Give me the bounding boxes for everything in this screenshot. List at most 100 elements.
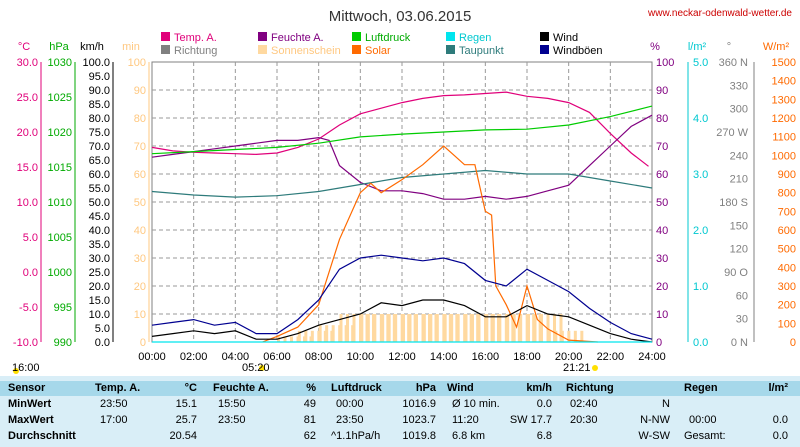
- x-tick-label: 14:00: [430, 351, 458, 363]
- min-tick-label: 40: [134, 225, 146, 237]
- temp-tick-label: 0.0: [23, 267, 38, 279]
- press-value: 1016.9: [402, 398, 436, 410]
- dir-value: N: [662, 398, 670, 410]
- rain-value: 0.0: [772, 430, 788, 442]
- temp-tick-label: 5.0: [23, 232, 38, 244]
- min-tick-label: 0: [140, 337, 146, 349]
- wm2-tick-label: 900: [778, 169, 796, 181]
- sunshine-bar: [402, 314, 405, 342]
- min-tick-label: 60: [134, 169, 146, 181]
- unit-lm2: l/m²: [688, 41, 707, 53]
- chart-title: Mittwoch, 03.06.2015: [329, 8, 472, 25]
- sunshine-bar: [506, 314, 510, 342]
- x-tick-label: 24:00: [638, 351, 666, 363]
- wm2-tick-label: 1100: [772, 132, 796, 144]
- x-tick-label: 04:00: [222, 351, 250, 363]
- min-tick-label: 20: [134, 281, 146, 293]
- hpa-tick-label: 1010: [48, 197, 72, 209]
- site-link[interactable]: www.neckar-odenwald-wetter.de: [647, 8, 792, 19]
- deg-tick-label: 150: [730, 220, 748, 232]
- weather-chart: 30.025.020.015.010.05.00.0-5.0-10.010301…: [12, 8, 796, 374]
- series-line-windb-en: [151, 254, 653, 340]
- pct-tick-label: 50: [656, 197, 668, 209]
- stats-row-avg: Durchschnitt 20.54 62 ^1.1hPa/h 1019.8 6…: [0, 429, 800, 444]
- legend-luftdruck: Luftdruck: [365, 32, 411, 44]
- sunshine-bar: [290, 336, 293, 342]
- hum-value: 81: [303, 414, 316, 426]
- kmh-tick-label: 45.0: [89, 211, 110, 223]
- kmh-tick-label: 90.0: [89, 85, 110, 97]
- legend-swatch-solar: [352, 45, 361, 54]
- wm2-tick-label: 1300: [772, 94, 796, 106]
- sunrise-label: 05:20: [242, 362, 270, 374]
- temp-value: 15.1: [175, 398, 197, 410]
- deg-tick-label: 0 N: [731, 337, 748, 349]
- sunshine-bar: [519, 314, 523, 342]
- daylight-label: 16:00: [12, 362, 40, 374]
- kmh-tick-label: 100.0: [82, 57, 110, 69]
- sunshine-bars: [277, 314, 584, 342]
- kmh-tick-label: 30.0: [89, 253, 110, 265]
- temp-tick-label: -10.0: [13, 337, 38, 349]
- row-label: MaxWert: [8, 414, 54, 426]
- deg-tick-label: 330: [730, 80, 748, 92]
- min-tick-label: 90: [134, 85, 146, 97]
- temp-value: 25.7: [175, 414, 197, 426]
- sunshine-bar: [553, 314, 556, 342]
- legend-wind: Wind: [553, 32, 578, 44]
- kmh-tick-label: 55.0: [89, 183, 110, 195]
- sunshine-bar: [456, 314, 460, 342]
- series-line-solar: [262, 145, 598, 343]
- series-line-taupunkt: [151, 169, 653, 198]
- kmh-tick-label: 85.0: [89, 99, 110, 111]
- kmh-tick-label: 20.0: [89, 281, 110, 293]
- sunshine-bar: [491, 314, 495, 342]
- kmh-tick-label: 70.0: [89, 141, 110, 153]
- row-label: MinWert: [8, 398, 52, 410]
- deg-tick-label: 120: [730, 244, 748, 256]
- press-time: ^1.1hPa/h: [331, 430, 381, 442]
- series-line-wind: [151, 299, 653, 343]
- rain-tick-label: 0.0: [693, 337, 708, 349]
- sunshine-bar: [547, 330, 551, 342]
- header-temp: Temp. A.: [95, 382, 141, 394]
- hpa-tick-label: 1030: [48, 57, 72, 69]
- kmh-tick-label: 10.0: [89, 309, 110, 321]
- stats-row-min: MinWert 23:50 15.1 15:50 49 00:00 1016.9…: [0, 397, 800, 412]
- legend-swatch-wind: [540, 32, 549, 41]
- sunshine-bar: [450, 314, 454, 342]
- sunshine-bar: [310, 330, 314, 342]
- sunshine-bar: [352, 314, 356, 342]
- wm2-tick-label: 200: [778, 300, 796, 312]
- rain-tick-label: 2.0: [693, 225, 708, 237]
- press-value: 1019.8: [402, 430, 436, 442]
- wm2-tick-label: 500: [778, 244, 796, 256]
- legend-solar: Solar: [365, 45, 391, 57]
- pct-tick-label: 40: [656, 225, 668, 237]
- sunshine-bar: [443, 314, 447, 342]
- wm2-tick-label: 1500: [772, 57, 796, 69]
- sunshine-bar: [346, 314, 349, 342]
- legend-swatch-luftdruck: [352, 32, 361, 41]
- stats-header-row: Sensor Temp. A. °C Feuchte A. % Luftdruc…: [0, 381, 800, 396]
- kmh-tick-label: 15.0: [89, 295, 110, 307]
- legend-richtung: Richtung: [174, 45, 217, 57]
- legend-feuchte: Feuchte A.: [271, 32, 324, 44]
- sunshine-bar: [567, 330, 571, 342]
- header-feuchte: Feuchte A.: [213, 382, 269, 394]
- temp-tick-label: 20.0: [17, 127, 38, 139]
- wm2-tick-label: 0: [790, 337, 796, 349]
- pct-tick-label: 90: [656, 85, 668, 97]
- temp-tick-label: 15.0: [17, 162, 38, 174]
- sunshine-bar: [512, 314, 516, 342]
- deg-tick-label: 180 S: [719, 197, 748, 209]
- header-feuchte-unit: %: [306, 382, 316, 394]
- header-wind: Wind: [447, 382, 474, 394]
- kmh-tick-label: 25.0: [89, 267, 110, 279]
- x-tick-label: 10:00: [347, 351, 375, 363]
- hpa-tick-label: 990: [54, 337, 72, 349]
- series-lines: [151, 91, 653, 343]
- sunshine-bar: [339, 314, 343, 342]
- deg-tick-label: 360 N: [719, 57, 748, 69]
- kmh-tick-label: 5.0: [95, 323, 110, 335]
